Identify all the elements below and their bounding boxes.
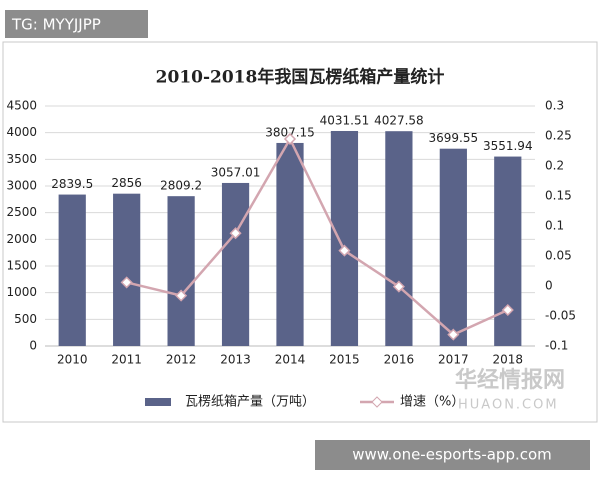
bar-value-label: 3057.01 [211, 165, 261, 179]
y2-tick-label: 0.1 [545, 219, 564, 233]
y-tick-label: 1500 [6, 259, 37, 273]
y-tick-label: 0 [29, 339, 37, 353]
legend-label: 增速（%） [400, 395, 464, 410]
bar-value-label: 2839.5 [51, 177, 93, 191]
bar [167, 196, 195, 346]
y2-tick-label: 0.25 [545, 129, 572, 143]
bar-value-label: 2809.2 [160, 179, 202, 193]
line-marker [501, 303, 514, 317]
y-tick-label: 4000 [6, 125, 37, 139]
bar-value-label: 3699.55 [429, 131, 479, 145]
line-marker [392, 280, 405, 293]
bar [58, 194, 86, 346]
y2-tick-label: 0.15 [545, 189, 572, 203]
bar-value-label: 2856 [111, 176, 142, 190]
x-tick-label: 2014 [275, 353, 306, 367]
bar-value-label: 4031.51 [320, 113, 370, 127]
url-text: www.one-esports-app.com [352, 446, 552, 464]
y-tick-label: 1000 [6, 285, 37, 299]
watermark: 华经情报网 [455, 367, 565, 393]
y2-tick-label: -0.1 [545, 339, 568, 353]
watermark-sub: HUAON.COM [458, 398, 559, 413]
y-tick-label: 2000 [6, 232, 37, 246]
x-tick-label: 2018 [493, 353, 524, 367]
line [126, 136, 509, 337]
x-tick-label: 2017 [438, 353, 469, 367]
x-tick-label: 2015 [329, 353, 360, 367]
y-tick-label: 3500 [6, 152, 37, 166]
x-tick-label: 2012 [166, 353, 197, 367]
bar [221, 182, 250, 346]
y2-tick-label: -0.05 [545, 309, 576, 323]
bar-value-label: 4027.58 [374, 114, 424, 128]
line-marker [229, 227, 242, 240]
line-marker [120, 276, 133, 289]
tag-box [5, 10, 148, 38]
bar [494, 156, 522, 346]
y-tick-label: 4500 [6, 99, 37, 113]
y-tick-label: 2500 [6, 205, 37, 219]
url-box [315, 440, 590, 470]
chart-title: 2010-2018年我国瓦楞纸箱产量统计 [156, 67, 445, 88]
y2-tick-label: 0.2 [545, 159, 564, 173]
bar [276, 142, 304, 346]
y2-tick-label: 0.3 [545, 99, 564, 113]
x-tick-label: 2013 [220, 353, 251, 367]
x-tick-label: 2010 [57, 353, 88, 367]
bar [113, 193, 141, 346]
bar-value-label: 3807.15 [265, 125, 315, 139]
line-marker [338, 244, 351, 257]
bar [439, 148, 467, 346]
tag-text: TG: MYYJJPP [11, 16, 101, 34]
y-tick-label: 500 [14, 312, 37, 326]
y2-tick-label: 0.05 [545, 249, 572, 263]
x-tick-label: 2016 [384, 353, 415, 367]
line-marker [283, 132, 297, 146]
legend-swatch [145, 398, 171, 406]
legend-marker [371, 396, 383, 408]
line-marker [175, 289, 188, 302]
x-tick-label: 2011 [111, 353, 142, 367]
y2-tick-label: 0 [545, 279, 553, 293]
bar [330, 130, 359, 346]
legend-label: 瓦楞纸箱产量（万吨） [185, 394, 315, 410]
bar-value-label: 3551.94 [483, 139, 533, 153]
y-tick-label: 3000 [6, 179, 37, 193]
bar [385, 131, 413, 346]
line-marker [447, 328, 460, 341]
